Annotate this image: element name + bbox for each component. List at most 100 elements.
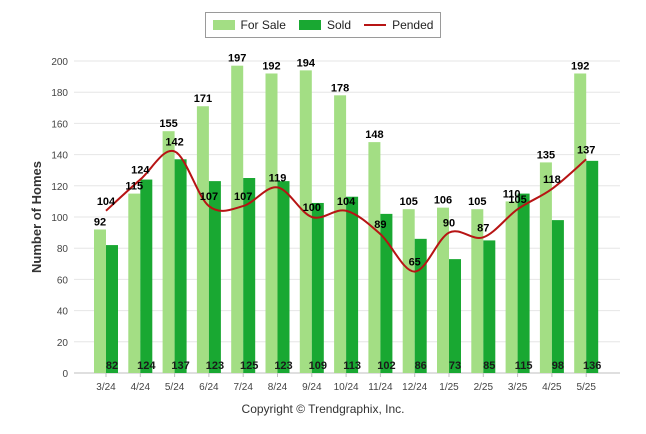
copyright: Copyright © Trendgraphix, Inc. [241,402,405,416]
sold-swatch-icon [298,20,321,30]
sold-bar [243,178,256,373]
pended-value-label: 124 [131,165,150,177]
x-tick-label: 7/24 [233,382,253,393]
x-tick-label: 9/24 [302,382,322,393]
pended-line [105,150,587,273]
legend-item-sold[interactable]: Sold [298,18,351,32]
for-sale-bar [368,142,381,373]
sold-value-label: 123 [206,360,224,372]
sold-bar [551,220,564,373]
x-tick-label: 2/25 [474,382,494,393]
legend-label-for-sale: For Sale [240,18,286,32]
for-sale-bar [128,193,141,373]
x-tick-label: 11/24 [368,382,393,393]
for-sale-value-label: 192 [262,60,280,72]
pended-value-label: 105 [508,194,526,206]
for-sale-bar [505,201,518,373]
for-sale-value-label: 92 [94,216,106,228]
for-sale-value-label: 135 [537,149,555,161]
for-sale-value-label: 106 [434,195,452,207]
sold-value-label: 86 [415,360,427,372]
sold-bar [208,181,221,373]
y-tick-label: 200 [51,57,68,68]
legend-item-pended[interactable]: Pended [364,18,433,32]
x-tick-label: 5/24 [165,382,185,393]
x-tick-label: 12/24 [402,382,427,393]
sold-bar [380,213,393,373]
sold-bar [483,240,496,373]
y-tick-label: 120 [51,182,68,193]
for-sale-bar [437,207,449,373]
for-sale-value-label: 105 [400,196,418,208]
data-labels: 92 82 115 124 155 137 171 123 197 125 192 123 194 109… [94,53,602,372]
sold-bar [586,160,599,373]
legend-label-sold: Sold [326,18,351,32]
for-sale-value-label: 155 [159,118,177,130]
for-sale-bar [196,106,209,374]
for-sale-bar [402,209,415,373]
y-tick-label: 20 [57,338,69,349]
y-tick-label: 60 [57,275,69,286]
sold-bar [174,159,187,373]
y-tick-label: 140 [51,151,68,162]
x-tick-label: 8/24 [268,382,288,393]
for-sale-value-label: 110 [503,188,521,200]
sold-value-label: 102 [377,360,395,372]
sold-value-label: 85 [483,360,495,372]
sold-value-label: 125 [240,360,258,372]
sold-bar [414,238,427,373]
sold-value-label: 115 [515,360,533,372]
legend: For Sale Sold Pended [205,12,441,38]
sold-value-label: 113 [343,360,361,372]
pended-value-label: 118 [543,174,561,186]
for-sale-bar [471,209,484,373]
pended-line-swatch-icon [364,24,387,26]
for-sale-swatch-icon [212,20,235,30]
for-sale-value-label: 178 [331,82,349,94]
pended-value-label: 65 [409,257,421,269]
pended-value-label: 107 [200,191,218,203]
x-tick-label: 6/24 [199,382,219,393]
sold-bar [346,196,359,373]
sold-value-label: 98 [552,360,564,372]
x-tick-label: 4/24 [131,382,151,393]
y-axis-label: Number of Homes [29,161,44,273]
pended-value-label: 87 [477,222,489,234]
pended-line-path [105,150,587,273]
for-sale-bar [539,162,552,373]
pended-value-label: 104 [337,196,356,208]
y-tick-label: 180 [51,88,68,99]
x-tick-label: 4/25 [542,382,562,393]
sold-bar [311,202,324,373]
pended-value-label: 89 [374,219,386,231]
sold-bar [277,181,290,373]
for-sale-bar [334,95,347,373]
sold-value-label: 124 [137,360,156,372]
sold-value-label: 136 [583,360,601,372]
for-sale-bar [94,229,106,373]
for-sale-value-label: 105 [468,196,486,208]
pended-value-label: 142 [165,136,183,148]
y-tick-label: 100 [51,213,68,224]
y-tick-label: 0 [62,369,68,380]
y-axis-ticks: 0 20 40 60 80 100 120 140 160 180 200 [51,57,68,380]
sold-value-label: 137 [171,360,189,372]
pended-value-label: 107 [234,191,252,203]
x-tick-label: 10/24 [334,382,359,393]
for-sale-value-label: 171 [194,93,212,105]
legend-label-pended: Pended [392,18,434,32]
bars [94,65,599,374]
for-sale-value-label: 192 [571,60,589,72]
sold-bar [140,179,153,373]
for-sale-bar [231,65,244,374]
for-sale-bar [265,73,278,373]
pended-value-label: 90 [443,218,455,230]
for-sale-value-label: 148 [365,129,383,141]
legend-item-for-sale[interactable]: For Sale [212,18,286,32]
sold-bar [449,259,461,373]
pended-value-label: 100 [303,202,321,214]
for-sale-bar [162,131,175,373]
y-tick-label: 40 [57,307,69,318]
x-tick-label: 3/25 [508,382,528,393]
